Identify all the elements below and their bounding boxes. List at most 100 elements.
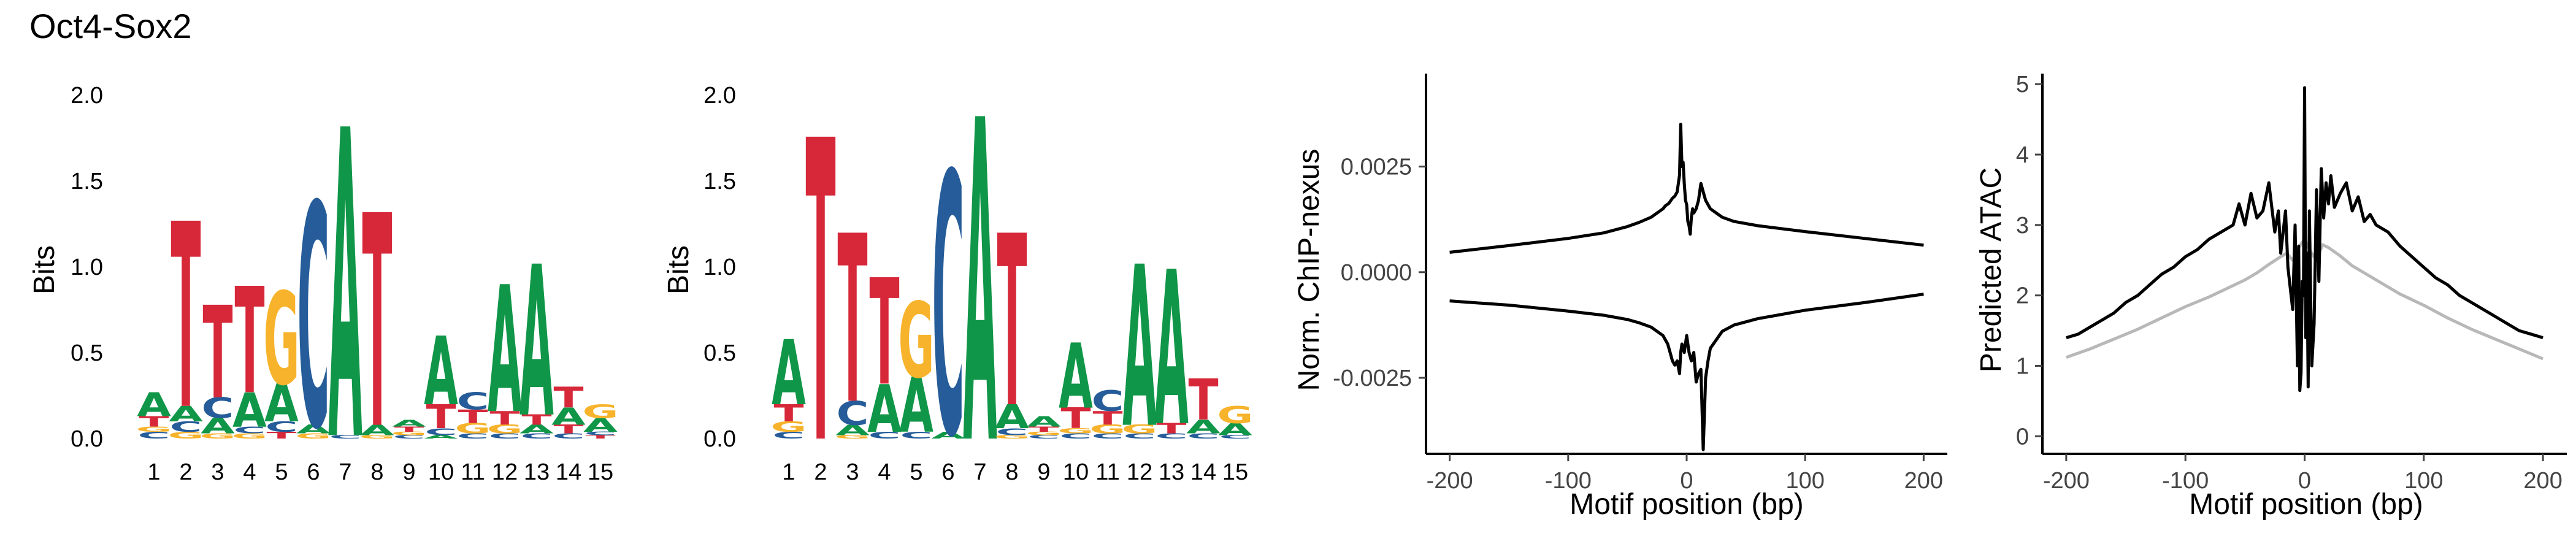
position-label: 14: [556, 459, 581, 485]
logo-letter-G: G: [994, 434, 1030, 440]
logo-letter-A: A: [1186, 416, 1221, 439]
position-label: 9: [1037, 459, 1050, 485]
logo-letter-C: C: [585, 431, 617, 436]
logo-letter-T: T: [553, 423, 583, 436]
position-label: 5: [910, 459, 922, 485]
position-label: 2: [179, 459, 192, 485]
y-tick-label: 0: [2016, 424, 2029, 450]
logo-letter-T: T: [362, 155, 392, 494]
series-line-positive-strand: [1449, 123, 1924, 254]
x-tick-label: 200: [2523, 468, 2562, 494]
y-tick-label: 4: [2016, 142, 2029, 168]
position-label: 1: [147, 459, 160, 485]
x-tick-label: 200: [1904, 468, 1943, 494]
logo-letter-A: A: [867, 370, 902, 448]
logo-letter-A: A: [995, 397, 1029, 436]
logo-letter-A: A: [360, 422, 395, 439]
x-tick-label: -200: [1427, 468, 1473, 494]
position-label: 13: [524, 459, 550, 485]
logo-letter-A: A: [772, 322, 806, 426]
y-axis-label: Norm. ChIP-nexus: [1293, 149, 1325, 391]
logo-letter-C: C: [297, 142, 330, 498]
logo-letter-A: A: [296, 423, 331, 436]
logo-letter-T: T: [1060, 402, 1091, 435]
logo-letter-T: T: [837, 187, 867, 456]
y-tick-label: 2: [2016, 283, 2029, 309]
logo-letter-C: C: [1092, 385, 1124, 418]
y-axis-label: Predicted ATAC: [1975, 167, 2007, 372]
logo-letter-G: G: [835, 434, 871, 440]
logo-letter-A: A: [232, 383, 267, 438]
logo-letter-T: T: [553, 382, 583, 415]
y-axis-label: Bits: [662, 245, 695, 294]
logo-letter-C: C: [202, 392, 234, 424]
figure-title: Oct4-Sox2: [29, 7, 192, 45]
logo-letter-T: T: [266, 430, 297, 441]
y-tick-label: 0.5: [703, 340, 736, 366]
logo-letter-C: C: [266, 418, 298, 435]
logo-letter-A: A: [899, 362, 933, 450]
series-line-motif: [2066, 86, 2543, 393]
y-tick-label: 1: [2016, 353, 2029, 379]
logo-letter-A: A: [1154, 227, 1189, 473]
logo-letter-G: G: [770, 418, 807, 435]
logo-letter-C: C: [900, 430, 933, 441]
y-tick-label: 3: [2016, 213, 2029, 239]
logo-letter-A: A: [963, 28, 997, 543]
logo-letter-T: T: [458, 406, 488, 428]
logo-letter-T: T: [234, 258, 264, 427]
logo-letter-T: T: [997, 187, 1027, 461]
logo-letter-C: C: [553, 432, 585, 440]
logo-letter-T: T: [869, 249, 899, 418]
logo-letter-G: G: [1217, 402, 1253, 429]
logo-letter-C: C: [1060, 432, 1092, 440]
logo-letter-G: G: [898, 281, 934, 401]
position-label: 4: [878, 459, 891, 485]
x-tick-label: 0: [2298, 468, 2311, 494]
logo-letter-C: C: [234, 425, 266, 436]
logo-letter-A: A: [488, 250, 522, 452]
logo-letter-G: G: [391, 431, 427, 436]
x-tick-label: -200: [2043, 468, 2090, 494]
logo-letter-T: T: [1156, 420, 1187, 437]
logo-letter-C: C: [521, 432, 553, 440]
logo-letter-C: C: [1124, 432, 1156, 440]
logo-letter-A: A: [1059, 325, 1093, 429]
logo-letter-C: C: [1219, 434, 1252, 440]
y-tick-label: 1.5: [71, 169, 103, 194]
logo-letter-T: T: [805, 55, 835, 537]
position-label: 3: [211, 459, 224, 485]
y-tick-label: 0.5: [71, 340, 103, 366]
position-label: 5: [275, 459, 288, 485]
position-label: 7: [973, 459, 986, 485]
logo-letter-A: A: [392, 418, 426, 429]
x-tick-label: -100: [1545, 468, 1592, 494]
x-tick-label: -100: [2162, 468, 2209, 494]
position-label: 6: [941, 459, 954, 485]
logo-letter-G: G: [263, 266, 299, 414]
logo-letter-C: C: [837, 394, 869, 433]
logo-letter-G: G: [1026, 431, 1062, 436]
position-label: 11: [1095, 459, 1119, 485]
logo-letter-G: G: [487, 423, 523, 436]
logo-letter-C: C: [329, 434, 362, 440]
y-tick-label: 2.0: [703, 83, 736, 109]
position-label: 12: [1127, 459, 1152, 485]
x-tick-label: 100: [1785, 468, 1824, 494]
logo-letter-G: G: [136, 425, 172, 433]
logo-letter-G: G: [232, 432, 268, 440]
x-axis-label: Motif position (bp): [2189, 488, 2423, 521]
chip-nexus-profile-chart: Norm. ChIP-nexus Motif position (bp) -20…: [1293, 74, 1947, 521]
position-label: 6: [307, 459, 320, 485]
logo-letter-T: T: [773, 400, 803, 427]
logo-letter-C: C: [489, 432, 521, 440]
logo-letter-T: T: [1092, 408, 1122, 430]
logo-letter-T: T: [426, 397, 456, 436]
logo-letter-T: T: [1188, 367, 1218, 433]
logo-letter-C: C: [932, 99, 965, 516]
position-label: 11: [461, 459, 485, 485]
logo-letter-T: T: [521, 412, 552, 428]
logo-letter-A: A: [931, 430, 965, 441]
